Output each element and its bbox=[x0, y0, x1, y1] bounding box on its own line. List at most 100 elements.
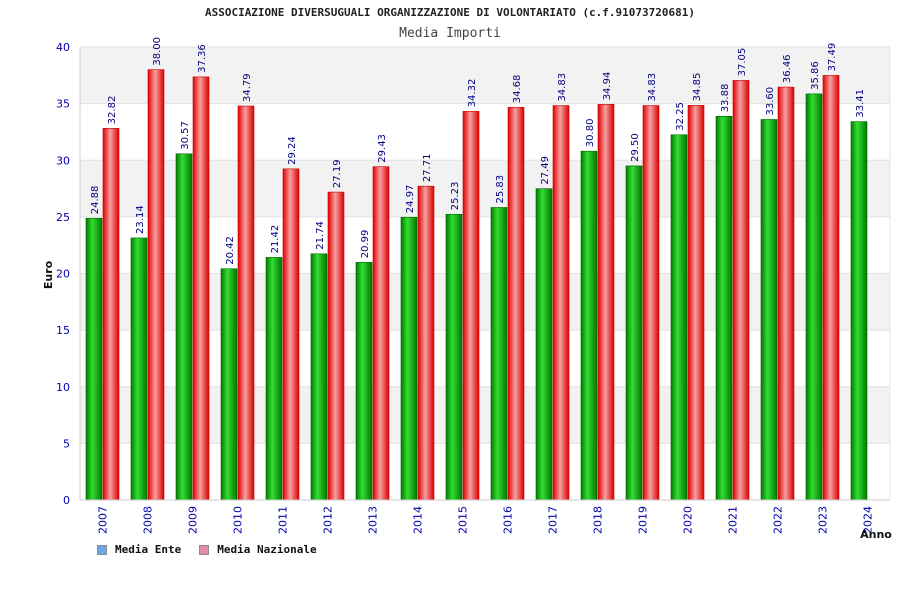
bar-media-ente-2024 bbox=[850, 121, 868, 501]
data-label-media-nazionale-2013: 29.43 bbox=[377, 134, 388, 163]
bar-media-ente-2013 bbox=[355, 261, 373, 501]
data-label-media-nazionale-2012: 27.19 bbox=[332, 159, 343, 188]
data-label-media-ente-2021: 33.88 bbox=[720, 84, 731, 113]
bar-media-ente-2019 bbox=[625, 165, 643, 501]
bar-media-nazionale-2010 bbox=[237, 105, 255, 501]
data-label-media-ente-2009: 30.57 bbox=[180, 121, 191, 150]
data-label-media-ente-2016: 25.83 bbox=[495, 175, 506, 204]
grid-band bbox=[80, 273, 890, 331]
data-label-media-ente-2018: 30.80 bbox=[585, 119, 596, 148]
bar-media-ente-2012 bbox=[310, 253, 328, 501]
x-tick-label: 2016 bbox=[502, 506, 515, 534]
data-label-media-nazionale-2021: 37.05 bbox=[737, 48, 748, 77]
grid-band bbox=[80, 160, 890, 217]
legend-label-media-ente: Media Ente bbox=[115, 543, 182, 556]
bar-media-nazionale-2008 bbox=[147, 69, 165, 501]
data-label-media-ente-2017: 27.49 bbox=[540, 156, 551, 185]
data-label-media-ente-2024: 33.41 bbox=[855, 89, 866, 118]
bar-media-nazionale-2017 bbox=[552, 105, 570, 501]
x-tick-label: 2009 bbox=[187, 506, 200, 534]
bar-media-ente-2008 bbox=[130, 237, 148, 501]
bar-media-nazionale-2020 bbox=[687, 105, 705, 501]
legend-item-media-nazionale: Media Nazionale bbox=[199, 543, 317, 556]
bar-media-nazionale-2018 bbox=[597, 104, 615, 501]
bar-media-nazionale-2023 bbox=[822, 75, 840, 501]
bar-media-ente-2015 bbox=[445, 213, 463, 501]
bar-media-nazionale-2007 bbox=[102, 128, 120, 501]
data-label-media-nazionale-2008: 38.00 bbox=[152, 37, 163, 66]
y-tick-label: 35 bbox=[56, 98, 70, 111]
chart-subtitle: Media Importi bbox=[399, 26, 501, 41]
x-axis-label: Anno bbox=[860, 528, 892, 541]
data-label-media-ente-2014: 24.97 bbox=[405, 185, 416, 214]
y-tick-label: 0 bbox=[63, 494, 70, 507]
data-label-media-ente-2020: 32.25 bbox=[675, 102, 686, 131]
data-label-media-nazionale-2019: 34.83 bbox=[647, 73, 658, 102]
grid-band bbox=[80, 386, 890, 444]
legend-item-media-ente: Media Ente bbox=[97, 543, 181, 556]
x-tick-label: 2015 bbox=[457, 506, 470, 534]
y-tick-label: 40 bbox=[56, 41, 70, 54]
legend-swatch-media-nazionale bbox=[199, 544, 210, 555]
legend-label-media-nazionale: Media Nazionale bbox=[217, 543, 317, 556]
bar-media-nazionale-2011 bbox=[282, 168, 300, 501]
bar-media-ente-2011 bbox=[265, 257, 283, 501]
bar-media-ente-2017 bbox=[535, 188, 553, 501]
x-tick-label: 2020 bbox=[682, 506, 695, 534]
data-label-media-nazionale-2009: 37.36 bbox=[197, 44, 208, 73]
data-label-media-nazionale-2010: 34.79 bbox=[242, 73, 253, 102]
data-label-media-ente-2023: 35.86 bbox=[810, 61, 821, 90]
y-tick-label: 10 bbox=[56, 381, 70, 394]
y-tick-label: 20 bbox=[56, 268, 70, 281]
bar-media-nazionale-2014 bbox=[417, 185, 435, 501]
y-tick-label: 15 bbox=[56, 324, 70, 337]
bar-media-nazionale-2019 bbox=[642, 105, 660, 501]
data-label-media-ente-2010: 20.42 bbox=[225, 236, 236, 265]
bar-media-nazionale-2009 bbox=[192, 76, 210, 501]
y-tick-label: 25 bbox=[56, 211, 70, 224]
data-label-media-nazionale-2014: 27.71 bbox=[422, 154, 433, 183]
x-tick-label: 2023 bbox=[817, 506, 830, 534]
data-label-media-nazionale-2023: 37.49 bbox=[827, 43, 838, 72]
x-tick-label: 2018 bbox=[592, 506, 605, 534]
data-label-media-nazionale-2007: 32.82 bbox=[107, 96, 118, 125]
chart-title: ASSOCIAZIONE DIVERSUGUALI ORGANIZZAZIONE… bbox=[204, 6, 696, 19]
x-tick-label: 2007 bbox=[97, 506, 110, 534]
data-label-media-ente-2022: 33.60 bbox=[765, 87, 776, 116]
x-tick-label: 2019 bbox=[637, 506, 650, 534]
bar-media-nazionale-2022 bbox=[777, 86, 795, 501]
data-label-media-nazionale-2022: 36.46 bbox=[782, 54, 793, 83]
data-label-media-ente-2008: 23.14 bbox=[135, 205, 146, 234]
bar-media-nazionale-2015 bbox=[462, 111, 480, 501]
data-label-media-nazionale-2020: 34.85 bbox=[692, 73, 703, 102]
data-label-media-nazionale-2015: 34.32 bbox=[467, 79, 478, 108]
data-label-media-ente-2007: 24.88 bbox=[90, 186, 101, 215]
bar-media-ente-2007 bbox=[85, 217, 103, 501]
data-label-media-nazionale-2011: 29.24 bbox=[287, 136, 298, 165]
data-label-media-nazionale-2017: 34.83 bbox=[557, 73, 568, 102]
bar-media-nazionale-2013 bbox=[372, 166, 390, 501]
y-tick-label: 5 bbox=[63, 437, 70, 450]
x-tick-label: 2011 bbox=[277, 506, 290, 534]
x-tick-label: 2008 bbox=[142, 506, 155, 534]
bar-media-ente-2010 bbox=[220, 268, 238, 501]
x-tick-label: 2014 bbox=[412, 506, 425, 534]
bar-media-nazionale-2016 bbox=[507, 106, 525, 501]
data-label-media-ente-2011: 21.42 bbox=[270, 225, 281, 254]
x-tick-label: 2022 bbox=[772, 506, 785, 534]
x-tick-label: 2010 bbox=[232, 506, 245, 534]
bar-media-ente-2020 bbox=[670, 134, 688, 501]
legend-swatch-media-ente bbox=[97, 544, 107, 555]
data-label-media-ente-2012: 21.74 bbox=[315, 221, 326, 250]
bar-media-nazionale-2012 bbox=[327, 191, 345, 501]
x-tick-label: 2017 bbox=[547, 506, 560, 534]
data-label-media-nazionale-2018: 34.94 bbox=[602, 72, 613, 101]
bar-media-ente-2021 bbox=[715, 116, 733, 501]
bar-media-ente-2014 bbox=[400, 216, 418, 501]
data-label-media-ente-2015: 25.23 bbox=[450, 182, 461, 211]
x-tick-label: 2024 bbox=[862, 506, 875, 534]
y-tick-label: 30 bbox=[56, 154, 70, 167]
bar-media-ente-2022 bbox=[760, 119, 778, 501]
x-tick-label: 2013 bbox=[367, 506, 380, 534]
